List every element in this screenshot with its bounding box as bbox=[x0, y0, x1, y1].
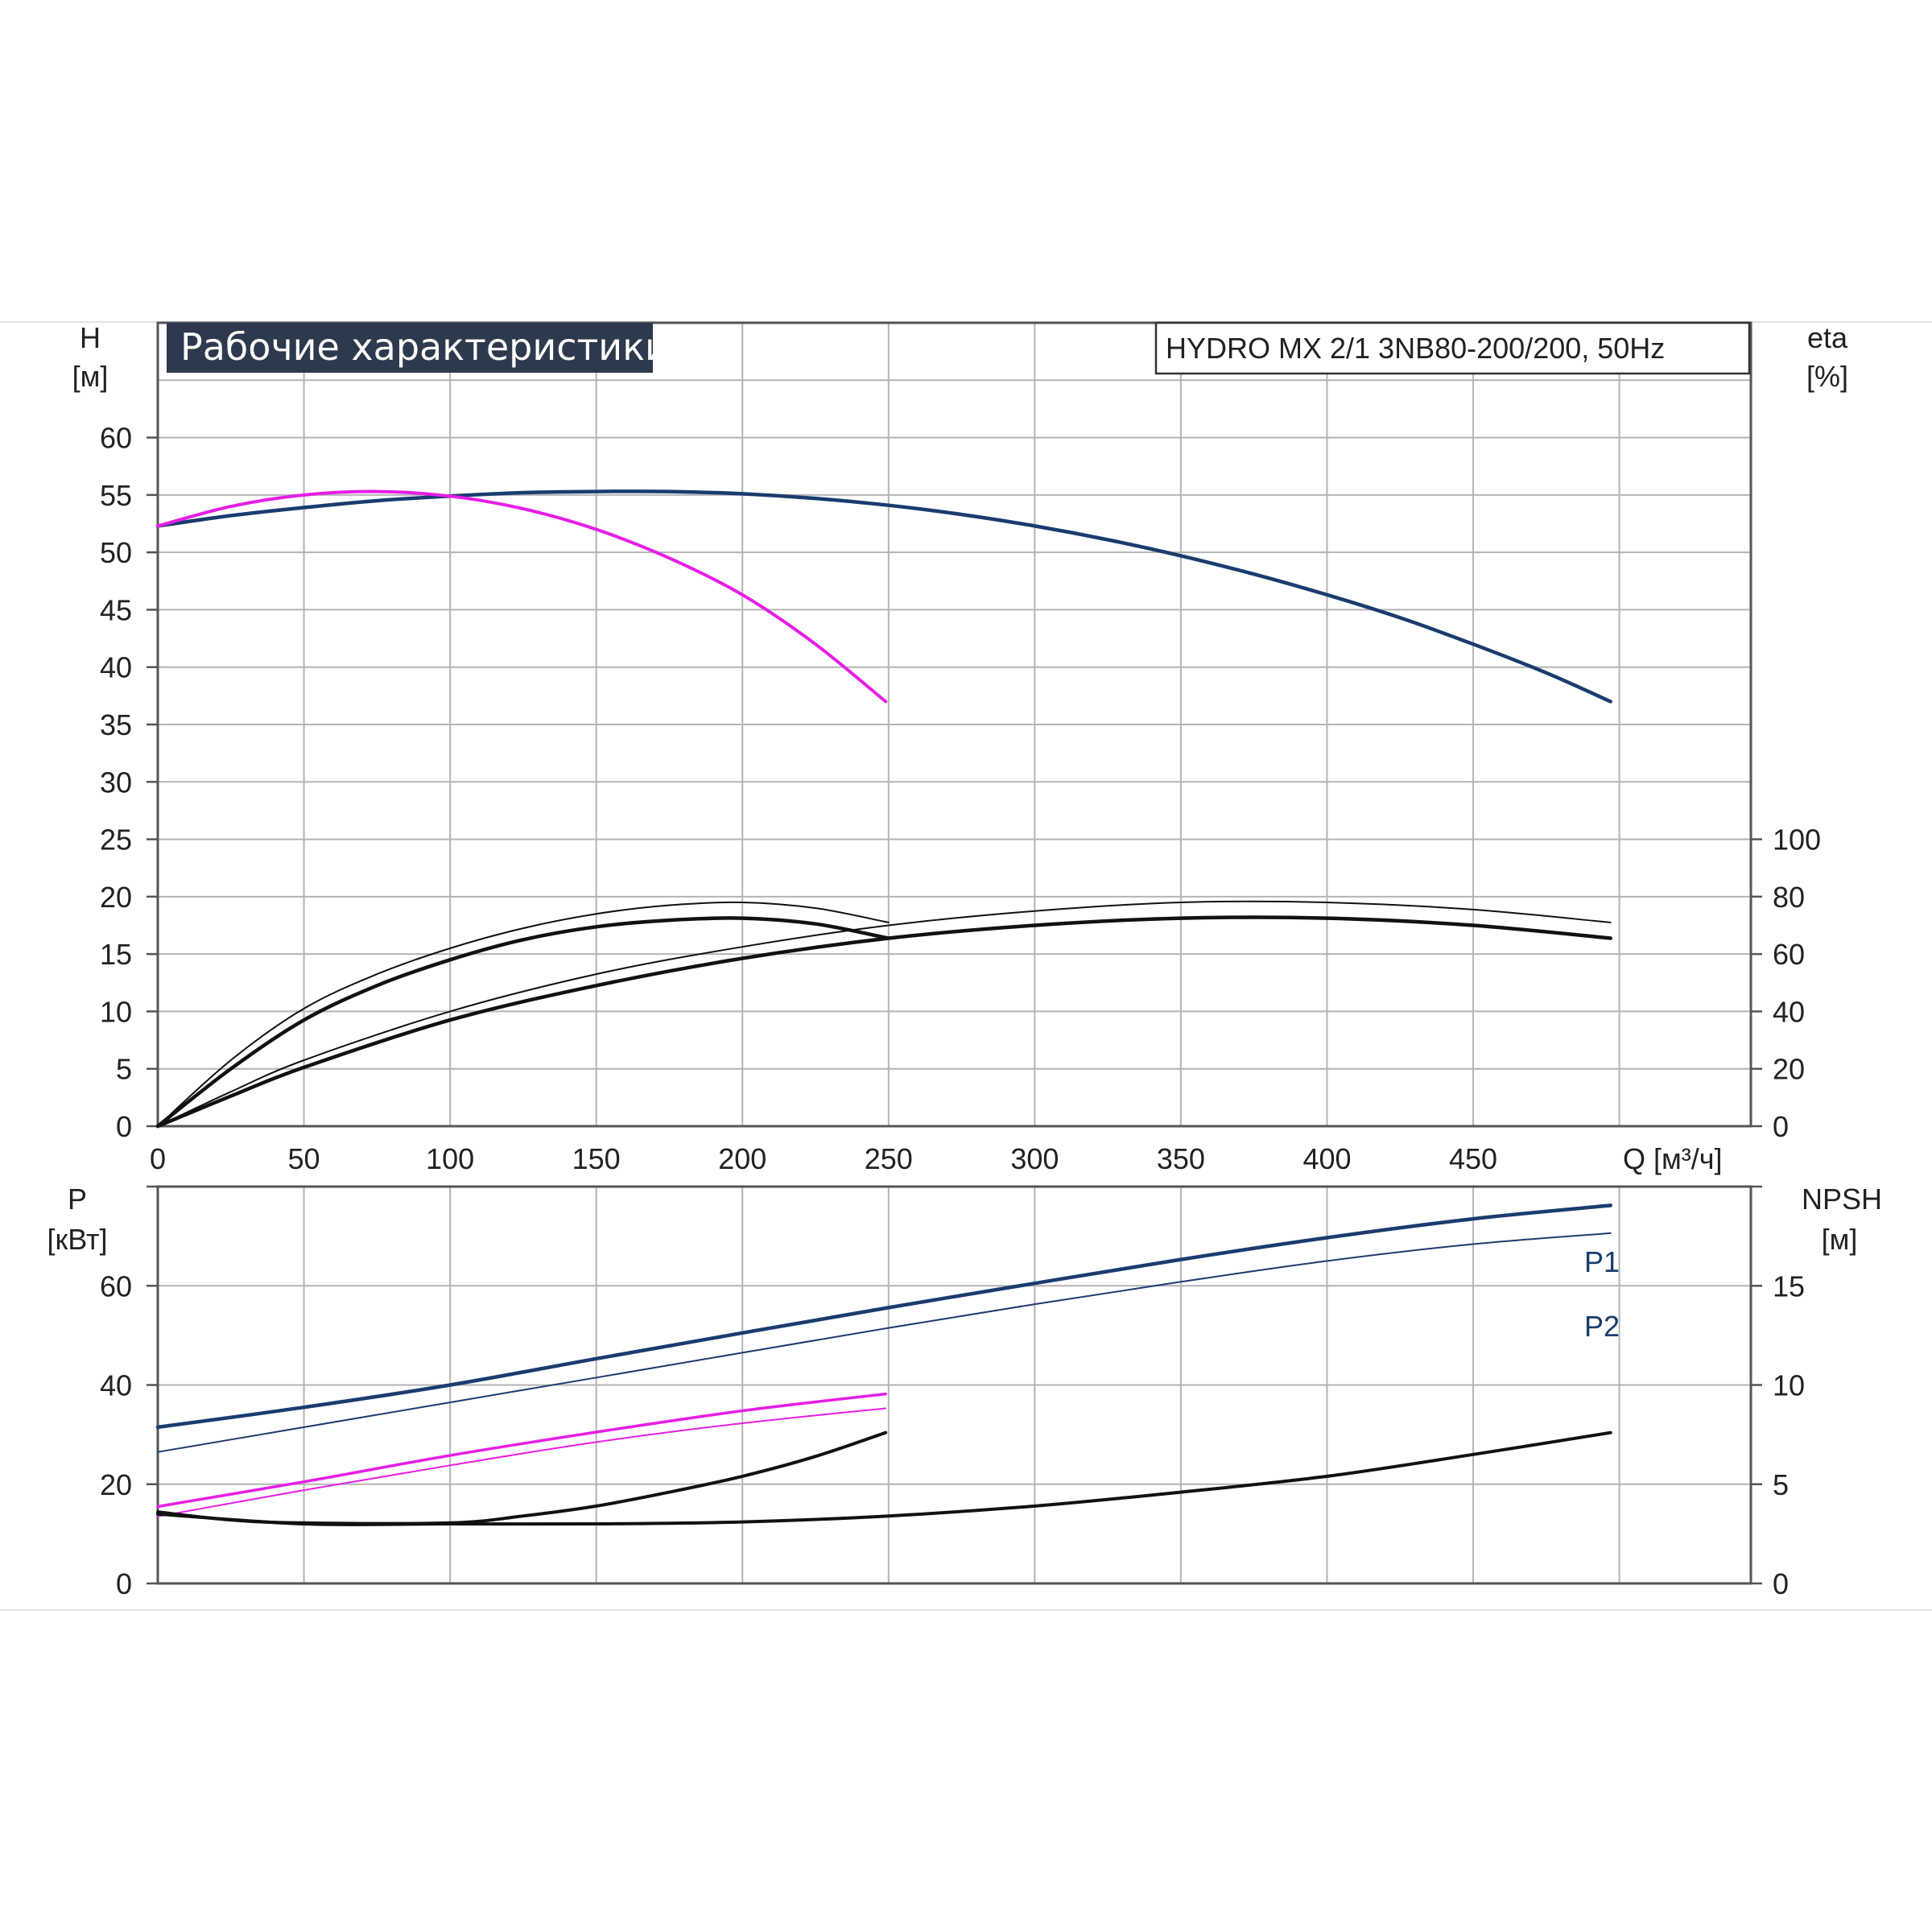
y-tick-label: 45 bbox=[100, 593, 132, 626]
h-axis-unit: [м] bbox=[72, 360, 109, 393]
y2-tick-label: 40 bbox=[1773, 995, 1805, 1028]
y-tick-label: 40 bbox=[100, 651, 132, 684]
y2-tick-label: 80 bbox=[1773, 881, 1805, 914]
chart-title-badge bbox=[167, 323, 653, 373]
h-axis-label: H bbox=[80, 321, 101, 354]
eta-axis-unit: [%] bbox=[1806, 360, 1848, 393]
x-tick-label: 200 bbox=[718, 1142, 766, 1175]
y2-tick-label: 5 bbox=[1773, 1468, 1789, 1501]
x-tick-label: 250 bbox=[865, 1142, 913, 1175]
top-series-curve-4 bbox=[157, 900, 1612, 1127]
p2-label: P2 bbox=[1584, 1310, 1620, 1343]
y-tick-label: 60 bbox=[100, 422, 132, 455]
y-tick-label: 30 bbox=[100, 766, 132, 799]
y-tick-label: 25 bbox=[100, 824, 132, 857]
y2-tick-label: 10 bbox=[1773, 1369, 1805, 1402]
top-grid bbox=[158, 323, 1751, 1126]
x-tick-label: 400 bbox=[1302, 1142, 1351, 1175]
top-series-curve-3 bbox=[155, 916, 891, 1129]
y-tick-label: 10 bbox=[100, 995, 132, 1028]
y2-tick-label: 0 bbox=[1773, 1567, 1789, 1600]
top-series-curve-1 bbox=[156, 489, 888, 704]
model-label-box bbox=[1154, 321, 1751, 375]
y-tick-label: 20 bbox=[100, 881, 132, 914]
top-ticks: 0 5 10 15 20 25 30 35 40 45 50 55 60 0 20 40 60 80 100 0 50 1… bbox=[100, 422, 1821, 1175]
y-tick-label: 60 bbox=[100, 1269, 132, 1302]
model-label: HYDRO MX 2/1 3NB80-200/200, 50Hz bbox=[1166, 332, 1665, 365]
y-tick-label: 15 bbox=[100, 938, 132, 971]
y-tick-label: 5 bbox=[116, 1053, 132, 1086]
x-tick-label: 300 bbox=[1010, 1142, 1059, 1175]
y-tick-label: 20 bbox=[100, 1468, 132, 1501]
y2-tick-label: 15 bbox=[1773, 1269, 1805, 1302]
npsh-axis-label: NPSH bbox=[1802, 1183, 1882, 1216]
bottom-series-curve-1 bbox=[157, 1232, 1612, 1453]
top-series-curve-2 bbox=[157, 901, 890, 1127]
y-tick-label: 35 bbox=[100, 708, 132, 741]
eta-axis-label: eta bbox=[1807, 321, 1848, 354]
top-series-curve-5 bbox=[155, 915, 1612, 1129]
x-tick-label: 450 bbox=[1449, 1142, 1497, 1175]
q-axis-label: Q [м³/ч] bbox=[1623, 1142, 1723, 1175]
p-axis-unit: [кВт] bbox=[47, 1223, 107, 1256]
y2-tick-label: 60 bbox=[1773, 938, 1805, 971]
x-tick-label: 0 bbox=[150, 1142, 166, 1175]
bottom-ticks: 0 20 40 60 0 5 10 15 bbox=[100, 1185, 1805, 1600]
p1-label: P1 bbox=[1584, 1245, 1620, 1278]
x-tick-label: 50 bbox=[288, 1142, 320, 1175]
y-tick-label: 0 bbox=[116, 1110, 132, 1143]
bottom-series-curve-5 bbox=[156, 1430, 1612, 1526]
bottom-series-curve-2 bbox=[156, 1392, 887, 1509]
x-tick-label: 350 bbox=[1157, 1142, 1205, 1175]
y2-tick-label: 20 bbox=[1773, 1053, 1805, 1086]
bottom-curves bbox=[155, 1203, 1612, 1526]
x-tick-label: 150 bbox=[572, 1142, 621, 1175]
y2-tick-label: 100 bbox=[1773, 824, 1821, 857]
bottom-series-curve-4 bbox=[156, 1430, 888, 1525]
npsh-axis-unit: [м] bbox=[1822, 1223, 1858, 1256]
y-tick-label: 50 bbox=[100, 536, 132, 569]
top-curves bbox=[155, 489, 1612, 1129]
bottom-series-curve-0 bbox=[155, 1203, 1612, 1430]
top-series-curve-0 bbox=[155, 489, 1612, 704]
y2-tick-label: 0 bbox=[1773, 1110, 1789, 1143]
x-tick-label: 100 bbox=[426, 1142, 474, 1175]
bottom-series-curve-3 bbox=[157, 1407, 887, 1517]
y-tick-label: 55 bbox=[100, 479, 132, 512]
chart-title: Рабочие характеристики bbox=[180, 325, 669, 369]
p-axis-label: P bbox=[68, 1183, 87, 1216]
y-tick-label: 0 bbox=[116, 1567, 132, 1600]
y-tick-label: 40 bbox=[100, 1369, 132, 1402]
